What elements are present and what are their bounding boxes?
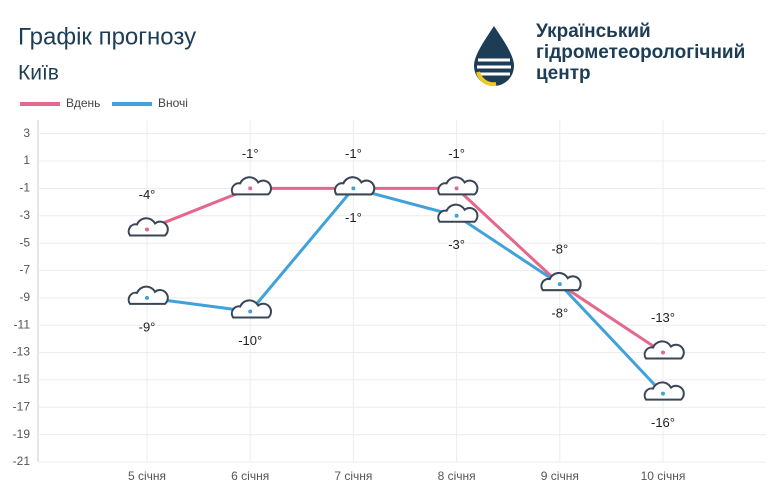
weather-icon <box>643 340 685 360</box>
y-tick-label: -19 <box>13 427 31 441</box>
legend-label: Вночі <box>158 96 188 110</box>
x-tick-label: 7 січня <box>334 469 372 483</box>
point <box>557 282 562 287</box>
org-name: гідрометеорологічний <box>536 42 745 63</box>
data-label: -1° <box>448 146 465 161</box>
point <box>145 227 149 232</box>
y-tick-label: -15 <box>13 372 31 386</box>
y-tick-label: -11 <box>14 317 31 331</box>
org-name: центр <box>536 63 591 84</box>
x-tick-label: 9 січня <box>541 469 579 483</box>
point <box>145 295 149 300</box>
y-tick-label: -9 <box>19 290 30 304</box>
y-tick-label: -17 <box>13 399 31 413</box>
data-label: -3° <box>448 237 465 252</box>
data-label: -13° <box>651 310 675 325</box>
weather-icon <box>230 176 273 196</box>
weather-icon <box>127 217 169 237</box>
line-series <box>146 186 665 395</box>
org-name: Український <box>536 21 651 42</box>
data-label: -9° <box>139 319 156 334</box>
weather-icon <box>437 176 479 196</box>
data-label: -1° <box>345 146 362 161</box>
weather-icon <box>437 203 479 223</box>
point <box>454 213 459 218</box>
x-tick-label: 6 січня <box>231 469 269 483</box>
y-tick-label: -3 <box>19 208 30 222</box>
point <box>248 309 253 314</box>
y-tick-label: 1 <box>23 153 30 167</box>
weather-icon <box>127 285 169 305</box>
y-tick-label: -7 <box>19 263 30 277</box>
y-tick-label: -5 <box>19 235 30 249</box>
weather-icon <box>230 299 273 319</box>
point <box>661 391 665 396</box>
point <box>248 186 253 191</box>
data-label: -1° <box>345 210 362 225</box>
data-label: -8° <box>551 242 568 257</box>
data-label: -1° <box>242 146 259 161</box>
weather-icon <box>540 272 582 292</box>
point <box>351 186 356 191</box>
x-tick-label: 8 січня <box>438 469 476 483</box>
legend-label: Вдень <box>66 96 100 110</box>
y-tick-label: -21 <box>13 454 31 468</box>
data-label: -10° <box>238 333 262 348</box>
point <box>661 350 665 355</box>
y-tick-label: -13 <box>13 345 31 359</box>
logo <box>474 26 514 87</box>
data-label: -8° <box>551 306 568 321</box>
weather-icon <box>334 176 376 196</box>
x-tick-label: 5 січня <box>128 469 166 483</box>
data-label: -4° <box>139 187 156 202</box>
data-label: -16° <box>651 415 675 430</box>
y-tick-label: 3 <box>23 126 30 140</box>
page-title: Графік прогнозу <box>18 23 196 50</box>
point <box>454 186 459 191</box>
page-subtitle: Київ <box>18 62 59 85</box>
y-tick-label: -1 <box>19 181 30 195</box>
x-tick-label: 10 січня <box>641 469 686 483</box>
weather-icon <box>643 381 685 401</box>
